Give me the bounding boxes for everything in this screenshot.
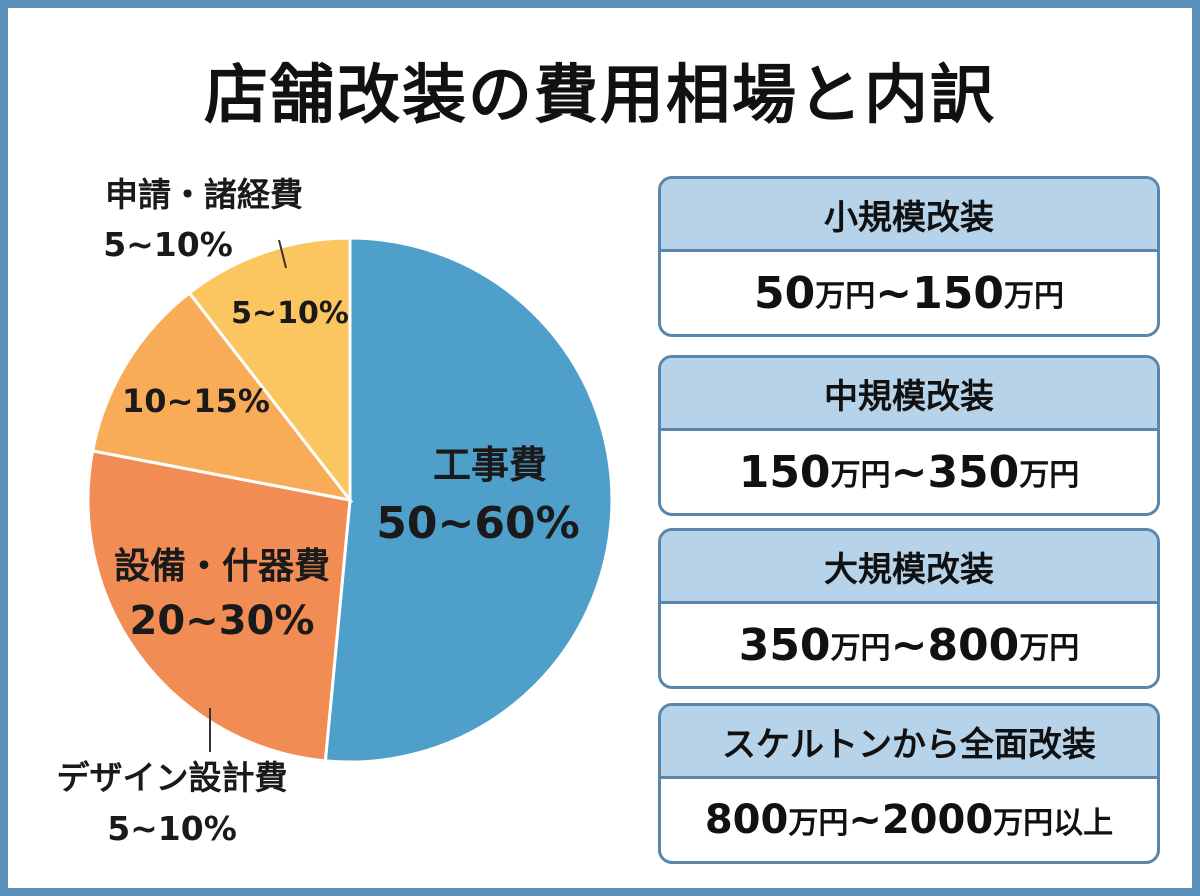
card-price: 50 万円 ~150 万円 [661,249,1157,334]
pie-slices [86,236,614,764]
card-large-renovation: 大規模改装 350 万円 ~800 万円 [658,528,1160,689]
label-setsubi-name: 設備・什器費 [114,546,330,587]
label-kouji-pct: 50~60% [376,498,579,549]
card-medium-renovation: 中規模改装 150 万円 ~350 万円 [658,355,1160,516]
card-header: 小規模改装 [661,179,1157,249]
pie-slice-2 [90,290,354,503]
pie-slice-1 [86,449,352,763]
pie-slice-0 [323,236,614,764]
card-price: 800 万円 ~2000 万円 以上 [661,776,1157,861]
label-small-pct: 5~10% [231,296,349,331]
card-price: 350 万円 ~800 万円 [661,601,1157,686]
card-header: 大規模改装 [661,531,1157,601]
pie-slice-3 [187,236,352,505]
label-setsubi-pct: 20~30% [130,598,315,644]
label-mid-pct: 10~15% [122,382,270,420]
page-title: 店舗改装の費用相場と内訳 [204,59,996,133]
card-skeleton-renovation: スケルトンから全面改装 800 万円 ~2000 万円 以上 [658,703,1160,864]
label-shinsei-name: 申請・諸経費 [105,175,303,214]
label-design-name: デザイン設計費 [57,758,288,797]
card-header: スケルトンから全面改装 [661,706,1157,776]
label-shinsei-pct: 5~10% [103,225,233,264]
label-design-pct: 5~10% [107,809,237,848]
card-small-renovation: 小規模改装 50 万円 ~150 万円 [658,176,1160,337]
label-kouji-name: 工事費 [433,443,547,487]
leader-line-shinsei [278,239,287,269]
card-header: 中規模改装 [661,358,1157,428]
card-price: 150 万円 ~350 万円 [661,428,1157,513]
